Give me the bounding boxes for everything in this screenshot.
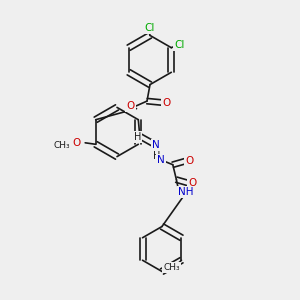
Text: NH: NH — [178, 187, 193, 197]
Text: H: H — [134, 132, 141, 142]
Text: Cl: Cl — [175, 40, 185, 50]
Text: O: O — [126, 100, 135, 111]
Text: CH₃: CH₃ — [163, 263, 180, 272]
Text: O: O — [185, 156, 193, 166]
Text: N: N — [152, 140, 160, 150]
Text: Cl: Cl — [145, 23, 155, 33]
Text: H: H — [153, 151, 160, 161]
Text: O: O — [72, 138, 80, 148]
Text: O: O — [188, 178, 197, 188]
Text: N: N — [157, 154, 165, 165]
Text: O: O — [162, 98, 170, 108]
Text: CH₃: CH₃ — [54, 141, 70, 150]
